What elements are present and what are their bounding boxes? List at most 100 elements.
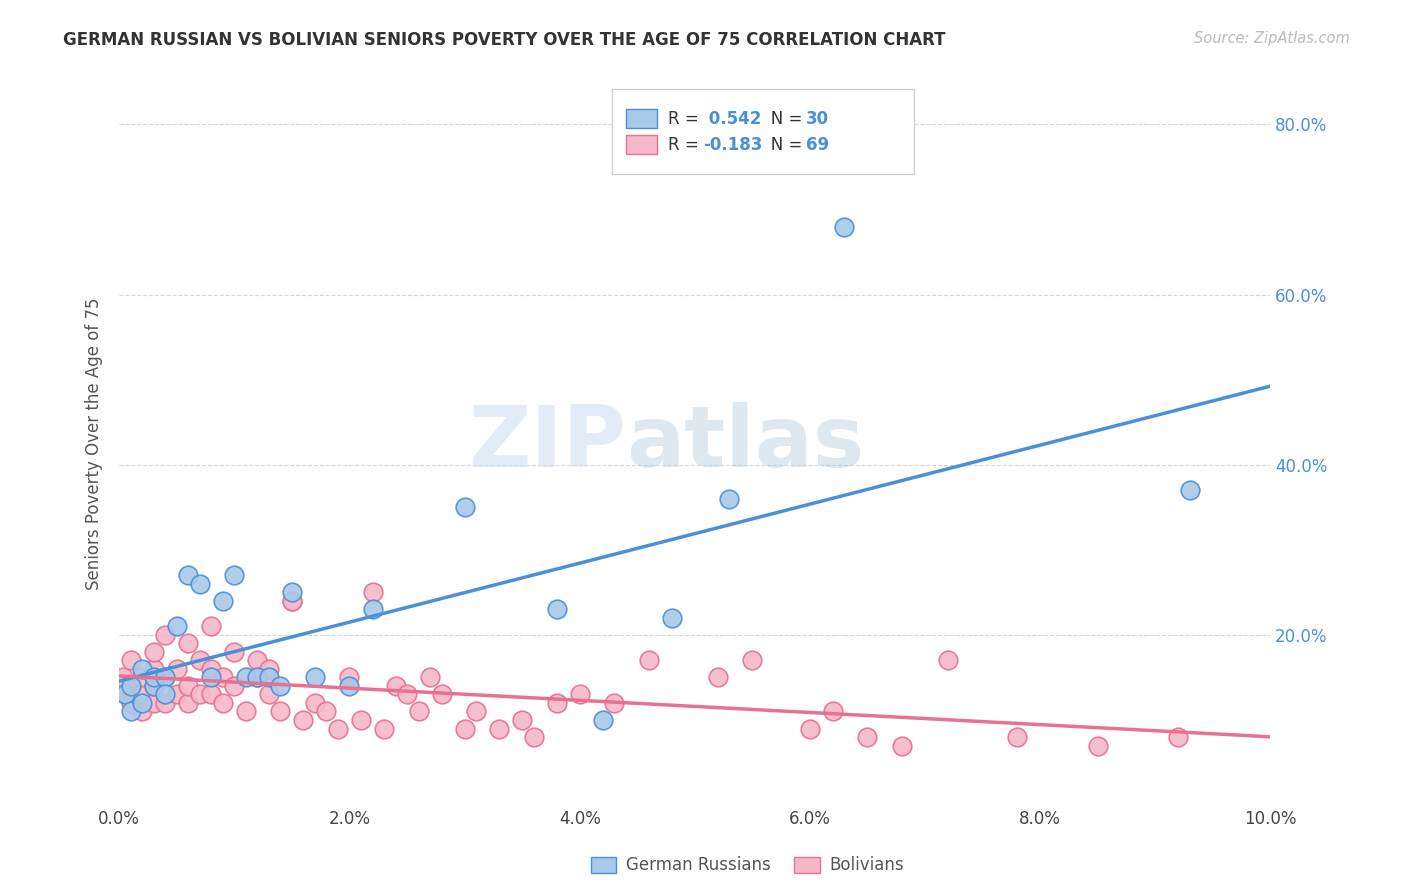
Text: ZIP: ZIP <box>468 402 626 485</box>
Point <box>568 688 591 702</box>
Point <box>166 662 188 676</box>
Point <box>142 670 165 684</box>
Y-axis label: Seniors Poverty Over the Age of 75: Seniors Poverty Over the Age of 75 <box>86 297 103 590</box>
Point <box>120 705 142 719</box>
Point <box>281 585 304 599</box>
Point <box>523 730 546 744</box>
Point <box>304 670 326 684</box>
Point <box>269 679 291 693</box>
Point <box>114 688 136 702</box>
Point <box>304 696 326 710</box>
Point <box>111 670 134 684</box>
Point <box>142 679 165 693</box>
Point <box>384 679 406 693</box>
Point <box>741 653 763 667</box>
Point <box>120 696 142 710</box>
Point <box>1005 730 1028 744</box>
Point <box>430 688 453 702</box>
Point <box>1178 483 1201 498</box>
Point <box>142 679 165 693</box>
Point <box>718 491 741 506</box>
Point <box>155 696 177 710</box>
Point <box>637 653 659 667</box>
Point <box>177 636 200 650</box>
Text: 0.542: 0.542 <box>703 110 762 128</box>
Point <box>212 594 235 608</box>
Point <box>114 688 136 702</box>
Point <box>131 662 153 676</box>
Text: German Russians: German Russians <box>626 856 770 874</box>
Point <box>166 688 188 702</box>
Point <box>488 722 510 736</box>
Point <box>350 713 373 727</box>
Text: -0.183: -0.183 <box>703 136 762 153</box>
Point <box>603 696 626 710</box>
Point <box>200 670 222 684</box>
Point <box>188 688 211 702</box>
Point <box>142 645 165 659</box>
Point <box>373 722 395 736</box>
Point <box>1087 739 1109 753</box>
Point <box>120 679 142 693</box>
Point <box>269 705 291 719</box>
Point <box>200 619 222 633</box>
Point <box>453 500 475 515</box>
Point <box>131 705 153 719</box>
Text: N =: N = <box>755 136 807 153</box>
Point <box>166 619 188 633</box>
Point <box>142 696 165 710</box>
Point <box>326 722 349 736</box>
Point <box>361 602 384 616</box>
Point <box>177 568 200 582</box>
Point <box>834 219 856 234</box>
Point <box>246 670 269 684</box>
Point <box>188 653 211 667</box>
Point <box>155 670 177 684</box>
Text: GERMAN RUSSIAN VS BOLIVIAN SENIORS POVERTY OVER THE AGE OF 75 CORRELATION CHART: GERMAN RUSSIAN VS BOLIVIAN SENIORS POVER… <box>63 31 946 49</box>
Point <box>155 670 177 684</box>
Point <box>396 688 419 702</box>
Point <box>224 568 246 582</box>
Point <box>257 670 280 684</box>
Point <box>546 602 568 616</box>
Point <box>799 722 821 736</box>
Point <box>292 713 315 727</box>
Point <box>224 645 246 659</box>
Text: R =: R = <box>668 136 704 153</box>
Point <box>592 713 614 727</box>
Point <box>281 594 304 608</box>
Point <box>1167 730 1189 744</box>
Point <box>408 705 430 719</box>
Point <box>120 679 142 693</box>
Point <box>339 670 361 684</box>
Point <box>188 577 211 591</box>
Point <box>339 679 361 693</box>
Point <box>155 628 177 642</box>
Point <box>936 653 959 667</box>
Point <box>131 670 153 684</box>
Point <box>257 688 280 702</box>
Point <box>856 730 879 744</box>
Text: Source: ZipAtlas.com: Source: ZipAtlas.com <box>1194 31 1350 46</box>
Point <box>131 696 153 710</box>
Point <box>361 585 384 599</box>
Text: atlas: atlas <box>626 402 865 485</box>
Text: 69: 69 <box>806 136 828 153</box>
Point <box>200 688 222 702</box>
Point <box>224 679 246 693</box>
Point <box>453 722 475 736</box>
Point <box>281 594 304 608</box>
Point <box>131 688 153 702</box>
Point <box>315 705 337 719</box>
Point <box>177 679 200 693</box>
Point <box>546 696 568 710</box>
Text: R =: R = <box>668 110 704 128</box>
Point <box>235 670 257 684</box>
Point <box>142 662 165 676</box>
Point <box>257 662 280 676</box>
Text: 30: 30 <box>806 110 828 128</box>
Point <box>177 696 200 710</box>
Point <box>246 653 269 667</box>
Point <box>155 688 177 702</box>
Point <box>661 611 683 625</box>
